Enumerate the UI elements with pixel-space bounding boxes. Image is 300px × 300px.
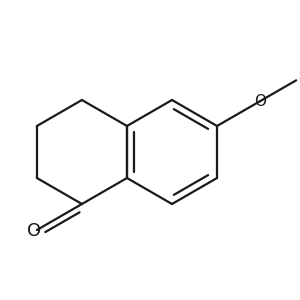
Text: O: O (254, 94, 266, 109)
Text: O: O (27, 223, 41, 241)
Text: CH: CH (298, 73, 300, 88)
